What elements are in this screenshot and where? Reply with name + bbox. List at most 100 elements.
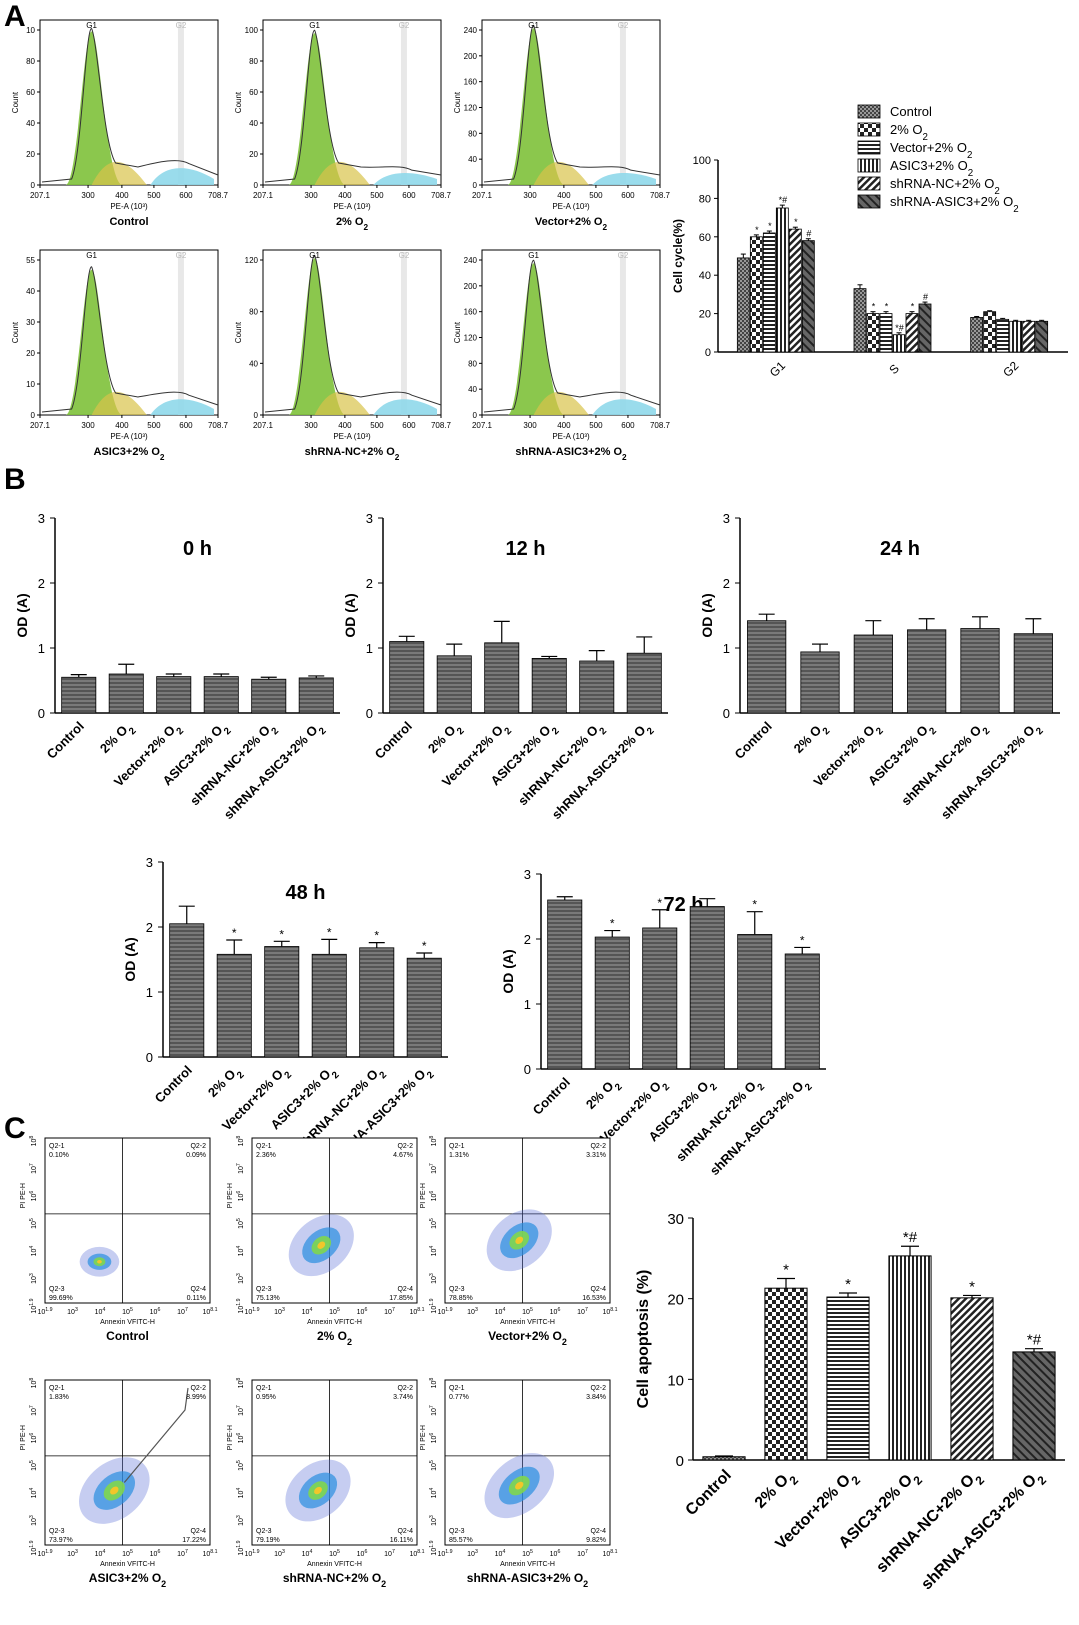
- x-axis-label: PE-A (10³): [110, 202, 148, 211]
- flow-plot-frame: [251, 1379, 418, 1546]
- legend-entry: 2% O2: [890, 122, 928, 143]
- od-bar: [737, 934, 773, 1070]
- significance-mark: *#: [895, 323, 904, 333]
- y-tick-label: 40: [26, 287, 35, 296]
- significance-mark: *#: [1027, 1332, 1042, 1349]
- y-tick-label: 104: [429, 1488, 438, 1499]
- s-phase-area: [533, 391, 589, 415]
- quadrant-name: Q2-4: [590, 1286, 606, 1293]
- y-tick-label: 106: [429, 1191, 438, 1202]
- x-tick-label: 108.1: [202, 1307, 217, 1316]
- apoptosis-bar: [826, 1296, 870, 1461]
- x-tick-label: 107: [177, 1549, 188, 1558]
- histogram-group-label: ASIC3+2% O2: [94, 446, 165, 462]
- od-bar: [800, 651, 840, 714]
- y-tick-label: 60: [699, 232, 711, 244]
- significance-mark: *: [845, 1276, 851, 1293]
- chart-title: 48 h: [285, 882, 325, 904]
- histogram-frame: [481, 19, 661, 186]
- flow-plot-frame: [251, 1137, 418, 1304]
- flow-plot-frame: [444, 1379, 611, 1546]
- x-tick-label: 103: [274, 1307, 285, 1316]
- cellcycle-bar: [866, 313, 880, 353]
- y-tick-label: 80: [26, 57, 35, 66]
- x-tick-label: 400: [557, 191, 571, 200]
- x-axis-label: Annexin VFITC-H: [100, 1319, 155, 1326]
- significance-mark: *: [768, 221, 772, 231]
- density-core: [97, 1259, 102, 1264]
- od-bar: [311, 953, 347, 1058]
- significance-mark: *: [800, 933, 805, 947]
- y-tick-label: 104: [29, 1488, 38, 1499]
- x-tick-label: 107: [177, 1307, 188, 1316]
- y-tick-label: 108: [429, 1378, 438, 1389]
- x-tick-label: 708.7: [208, 191, 229, 200]
- y-tick-label: 80: [249, 57, 258, 66]
- x-tick-label: 105: [329, 1549, 340, 1558]
- quadrant-name: Q2-3: [256, 1286, 272, 1293]
- x-tick-label: 207.1: [472, 191, 493, 200]
- x-category-label: 2% O2: [752, 1467, 802, 1517]
- x-category-label: Control: [683, 1467, 735, 1519]
- g2-peak: [373, 399, 437, 415]
- quadrant-name: Q2-3: [256, 1528, 272, 1535]
- significance-mark: *: [885, 302, 889, 312]
- od-bar: [484, 642, 520, 714]
- g2-label: G2: [399, 251, 410, 260]
- y-tick-label: 40: [249, 119, 258, 128]
- x-tick-label: 104: [302, 1307, 313, 1316]
- histogram-group-label: Control: [109, 216, 148, 228]
- x-category-label: Control: [372, 719, 415, 762]
- x-tick-label: 106: [550, 1307, 561, 1316]
- histogram-outline: [264, 254, 442, 413]
- od-bar: [747, 620, 787, 714]
- significance-mark: #: [806, 229, 811, 239]
- x-tick-label: 103: [67, 1307, 78, 1316]
- quadrant-value: 4.67%: [393, 1152, 413, 1159]
- legend-entry: Vector+2% O2: [890, 140, 972, 161]
- histogram-group-label: Vector+2% O2: [535, 216, 608, 232]
- histogram-frame: [262, 249, 442, 416]
- g2-label: G2: [618, 251, 629, 260]
- y-tick-label: 105: [429, 1218, 438, 1229]
- y-axis-label: PI PE-H: [420, 1425, 427, 1450]
- od-bar: [547, 899, 583, 1070]
- y-tick-label: 106: [429, 1433, 438, 1444]
- od-bar: [203, 676, 239, 714]
- quadrant-name: Q2-2: [190, 1385, 206, 1392]
- y-tick-label: 100: [245, 26, 259, 35]
- x-tick-label: 300: [81, 191, 95, 200]
- flow-group-label: 2% O2: [317, 1329, 352, 1347]
- quadrant-name: Q2-3: [449, 1286, 465, 1293]
- y-tick-label: 40: [468, 155, 477, 164]
- quadrant-value: 0.77%: [449, 1394, 469, 1401]
- od-bar: [436, 655, 472, 714]
- x-axis-label: PE-A (10³): [333, 432, 371, 441]
- y-tick-label: 55: [26, 256, 35, 265]
- y-tick-label: 108: [429, 1136, 438, 1147]
- x-tick-label: 101.9: [37, 1307, 52, 1316]
- y-axis-label: OD (A): [500, 949, 516, 993]
- s-phase-area: [91, 391, 147, 415]
- x-category-label: 2% O2: [583, 1074, 625, 1116]
- y-tick-label: 105: [429, 1460, 438, 1471]
- quadrant-name: Q2-2: [190, 1143, 206, 1150]
- cellcycle-bar: [970, 317, 984, 353]
- y-tick-label: 20: [249, 150, 258, 159]
- y-tick-label: 1: [366, 641, 373, 656]
- y-tick-label: 160: [464, 308, 478, 317]
- g1-label: G1: [86, 21, 97, 30]
- cellcycle-bar: [775, 207, 789, 353]
- od-bar: [251, 678, 287, 714]
- x-category-label: Control: [152, 1063, 195, 1106]
- y-tick-label: 107: [29, 1163, 38, 1174]
- y-tick-label: 2: [38, 576, 45, 591]
- quadrant-value: 85.57%: [449, 1537, 473, 1544]
- x-tick-label: 708.7: [208, 421, 229, 430]
- y-axis-label: Count: [234, 91, 243, 113]
- od-bar: [169, 923, 205, 1058]
- y-tick-label: 105: [29, 1218, 38, 1229]
- y-tick-label: 105: [236, 1218, 245, 1229]
- legend-swatch: [857, 194, 881, 209]
- y-axis-label: PI PE-H: [20, 1183, 27, 1208]
